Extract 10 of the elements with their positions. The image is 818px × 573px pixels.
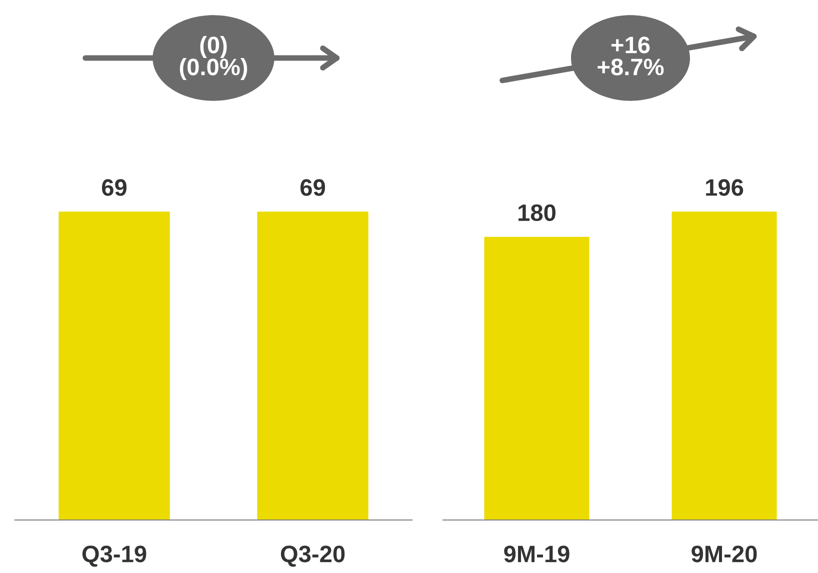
text: +16 +8.7% — [598, 36, 664, 76]
x-tick-label: 9M-19 — [504, 546, 570, 562]
x-tick-label: 9M-20 — [692, 546, 757, 562]
data-label: 196 — [706, 179, 744, 196]
data-label: 180 — [518, 204, 556, 222]
data-label: 69 — [102, 179, 127, 196]
text: (0) (0.0%) — [180, 36, 248, 80]
data-label: 69 — [300, 179, 326, 196]
x-tick-label: Q3-20 — [280, 546, 345, 567]
x-tick-label: Q3-19 — [82, 546, 146, 567]
